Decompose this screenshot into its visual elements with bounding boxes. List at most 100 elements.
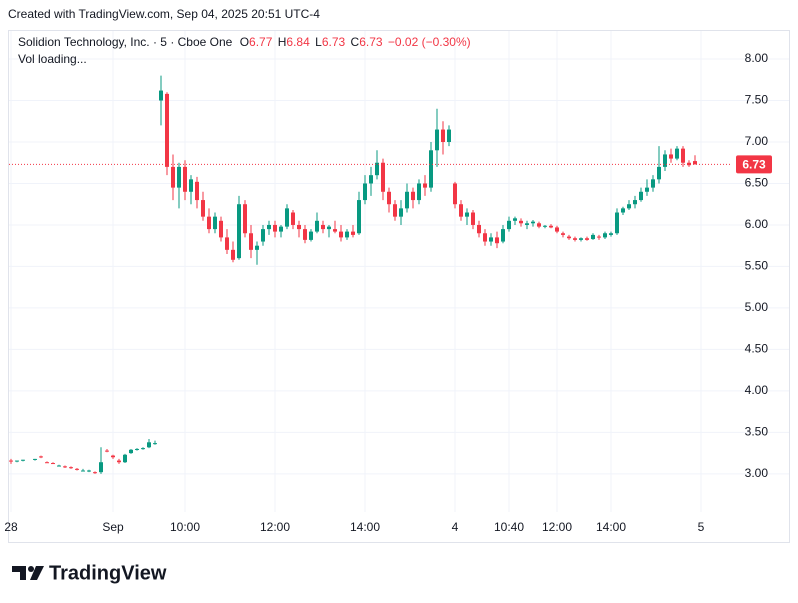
x-tick-label: 14:00 xyxy=(350,520,380,534)
candle-body xyxy=(93,472,97,474)
logo-mark xyxy=(12,566,26,580)
candle-body xyxy=(639,191,643,201)
candle-body xyxy=(39,456,43,458)
candle-body xyxy=(387,191,391,205)
candle-body xyxy=(111,455,115,458)
candle-body xyxy=(147,442,151,448)
candle-body xyxy=(309,231,313,240)
candle-body xyxy=(183,166,187,192)
candle-body xyxy=(381,162,385,192)
candle-body xyxy=(123,454,127,463)
candle-body xyxy=(225,237,229,250)
candle-body xyxy=(483,233,487,242)
x-tick-label: 10:40 xyxy=(494,520,524,534)
candle-body xyxy=(513,218,517,221)
candle-body xyxy=(315,220,319,232)
candle-body xyxy=(477,224,481,234)
candle-body xyxy=(531,221,535,224)
x-tick-label: Sep xyxy=(102,520,124,534)
candle-body xyxy=(603,233,607,238)
candle-body xyxy=(459,204,463,217)
candle-body xyxy=(675,148,679,159)
ohlc-label: L xyxy=(315,35,322,49)
candle-body xyxy=(291,212,295,225)
candle-body xyxy=(585,238,589,240)
x-tick-label: 10:00 xyxy=(170,520,200,534)
ohlc-value: 6.84 xyxy=(286,35,310,49)
logo-mark xyxy=(28,566,34,572)
candle-body xyxy=(657,166,661,180)
candle-body xyxy=(117,460,121,463)
candle-body xyxy=(243,204,247,234)
candle-body xyxy=(375,162,379,176)
candle-body xyxy=(489,237,493,242)
candle-body xyxy=(99,462,103,473)
candle-body xyxy=(411,191,415,201)
candle-body xyxy=(153,443,157,445)
candle-body xyxy=(681,148,685,163)
candle-body xyxy=(69,467,73,469)
candle-body xyxy=(33,458,37,460)
ohlc-label: O xyxy=(239,35,250,49)
grid xyxy=(9,31,789,512)
candle-body xyxy=(255,245,259,250)
y-tick-label: 7.00 xyxy=(745,134,769,148)
x-tick-label: 14:00 xyxy=(596,520,626,534)
candle-body xyxy=(321,224,325,230)
candle-body xyxy=(537,223,541,227)
candle-body xyxy=(363,183,367,201)
candle-body xyxy=(615,212,619,234)
x-tick-label: 5 xyxy=(698,520,705,534)
candle-body xyxy=(567,236,571,239)
candle-body xyxy=(627,204,631,209)
candle-body xyxy=(561,233,565,235)
ohlc-label: C xyxy=(350,35,360,49)
candle-body xyxy=(279,226,283,232)
candle-body xyxy=(201,200,205,217)
candle-body xyxy=(549,225,553,228)
candle-body xyxy=(171,166,175,188)
credit: Created with TradingView.com, Sep 04, 20… xyxy=(8,7,320,21)
candle-body xyxy=(423,183,427,188)
candle-body xyxy=(213,216,217,230)
ohlc-value: 6.77 xyxy=(249,35,273,49)
candle-body xyxy=(399,208,403,217)
candle-body xyxy=(333,229,337,232)
candle-body xyxy=(633,200,637,205)
chart-frame xyxy=(8,30,790,543)
candle-body xyxy=(285,208,289,227)
y-tick-label: 7.50 xyxy=(745,93,769,107)
logo-text: TradingView xyxy=(49,562,167,584)
candle-body xyxy=(435,129,439,151)
volume-status: Vol loading... xyxy=(18,52,87,66)
candle-body xyxy=(687,162,691,166)
candle-body xyxy=(393,204,397,217)
x-tick-label: 12:00 xyxy=(542,520,572,534)
candle-body xyxy=(447,129,451,142)
candle-body xyxy=(357,200,361,234)
y-tick-label: 5.50 xyxy=(745,259,769,273)
candle-body xyxy=(525,223,529,225)
y-tick-label: 6.00 xyxy=(745,217,769,231)
candle-body xyxy=(303,229,307,240)
candle-body xyxy=(267,224,271,230)
ohlc-label: H xyxy=(277,35,287,49)
candle-body xyxy=(189,179,193,192)
change: −0.02 (−0.30%) xyxy=(387,35,471,49)
ohlc-value: 6.73 xyxy=(359,35,383,49)
candle-body xyxy=(249,233,253,250)
candle-body xyxy=(135,448,139,450)
candle-body xyxy=(21,459,25,461)
x-tick-label: 28 xyxy=(4,520,18,534)
candle-body xyxy=(75,468,79,470)
candle-body xyxy=(405,191,409,209)
y-tick-label: 5.00 xyxy=(745,300,769,314)
candle-body xyxy=(453,183,457,205)
candle-body xyxy=(81,470,85,472)
ohlc-value: 6.73 xyxy=(321,35,346,49)
candle-body xyxy=(195,181,199,201)
candle-body xyxy=(165,93,169,167)
candle-body xyxy=(231,249,235,260)
candle-body xyxy=(501,229,505,242)
